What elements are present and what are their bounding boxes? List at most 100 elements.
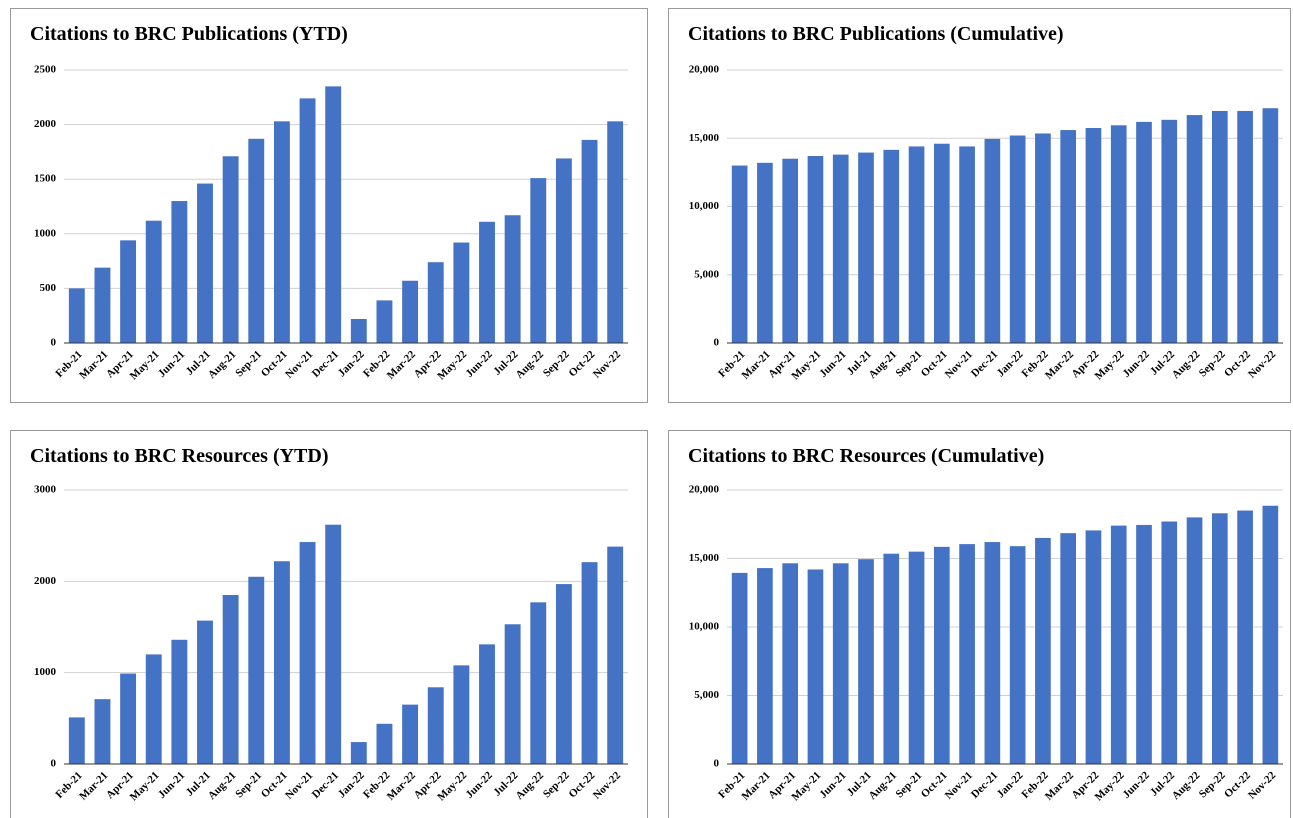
- bar: [757, 162, 773, 343]
- bar: [1060, 533, 1077, 764]
- bar: [1085, 128, 1102, 343]
- bar: [984, 138, 1001, 343]
- bar: [1136, 121, 1152, 344]
- chart-title: Citations to BRC Publications (YTD): [30, 23, 348, 45]
- bar: [832, 563, 849, 764]
- bar: [933, 546, 950, 764]
- y-tick-label: 5,000: [694, 689, 719, 701]
- bar: [402, 704, 419, 764]
- bar: [1262, 108, 1279, 343]
- bar: [1186, 517, 1203, 764]
- bar: [731, 572, 748, 764]
- y-tick-label: 1000: [34, 666, 57, 678]
- bar: [555, 584, 572, 764]
- y-tick-label: 10,000: [689, 200, 720, 212]
- bar: [479, 221, 495, 343]
- bar: [402, 280, 419, 343]
- y-tick-label: 10,000: [689, 621, 720, 633]
- bar: [1262, 505, 1279, 764]
- bar: [1009, 546, 1026, 764]
- bar: [427, 687, 444, 764]
- chart-title: Citations to BRC Publications (Cumulativ…: [688, 23, 1064, 45]
- bar: [504, 215, 521, 343]
- bar: [959, 146, 975, 343]
- bar: [858, 152, 874, 343]
- bar: [1035, 537, 1051, 764]
- bar: [222, 595, 239, 764]
- bar: [1186, 115, 1203, 343]
- bar: [1211, 110, 1228, 343]
- bar: [273, 561, 290, 764]
- y-tick-label: 2000: [34, 118, 57, 130]
- bar: [1110, 125, 1127, 343]
- y-tick-label: 15,000: [689, 552, 720, 564]
- bar: [171, 639, 188, 764]
- bar: [1161, 521, 1178, 764]
- bar: [530, 602, 547, 764]
- y-tick-label: 0: [714, 337, 720, 349]
- bar: [504, 624, 521, 764]
- bar: [883, 553, 900, 764]
- bar: [757, 568, 773, 764]
- bar: [94, 267, 111, 343]
- bar: [731, 165, 748, 343]
- bar: [581, 139, 598, 343]
- bar: [171, 201, 188, 343]
- y-tick-label: 0: [51, 337, 57, 349]
- bar: [453, 665, 470, 764]
- bar: [350, 318, 367, 343]
- bar: [908, 146, 925, 343]
- bar: [248, 138, 265, 343]
- y-tick-label: 15,000: [689, 132, 720, 144]
- bar: [299, 542, 316, 764]
- bar: [933, 143, 950, 343]
- bar: [782, 563, 799, 764]
- y-tick-label: 2500: [34, 64, 57, 76]
- bar: [883, 149, 900, 343]
- bar: [1035, 133, 1051, 343]
- y-tick-label: 0: [51, 758, 57, 770]
- bar: [607, 121, 624, 343]
- bar: [197, 620, 213, 764]
- bar: [858, 559, 874, 764]
- y-tick-label: 1500: [34, 173, 57, 185]
- bar: [350, 742, 367, 764]
- bar: [1060, 130, 1077, 343]
- y-tick-label: 0: [714, 758, 720, 770]
- bar: [145, 654, 162, 764]
- bar: [248, 576, 265, 764]
- bar: [1237, 110, 1253, 343]
- y-tick-label: 1000: [34, 227, 57, 239]
- bar: [1136, 524, 1152, 764]
- bar: [376, 723, 393, 764]
- bar: [908, 551, 925, 764]
- bar: [299, 98, 316, 343]
- bar: [1237, 510, 1253, 764]
- bar: [427, 262, 444, 343]
- bar: [325, 524, 342, 764]
- bar: [68, 717, 85, 764]
- y-tick-label: 20,000: [689, 64, 720, 76]
- bar: [959, 544, 975, 764]
- y-tick-label: 500: [40, 282, 57, 294]
- bar: [120, 240, 137, 343]
- bar: [376, 300, 393, 343]
- bar: [479, 644, 495, 764]
- y-tick-label: 5,000: [694, 268, 719, 280]
- bar: [984, 542, 1001, 764]
- bar: [807, 569, 824, 764]
- bar: [94, 699, 111, 764]
- y-tick-label: 3000: [34, 484, 57, 496]
- y-tick-label: 20,000: [689, 484, 720, 496]
- chart-title: Citations to BRC Resources (YTD): [30, 445, 329, 467]
- bar: [581, 562, 598, 764]
- bar: [782, 158, 799, 343]
- bar: [120, 673, 137, 764]
- bar: [1085, 530, 1102, 764]
- bar: [1110, 525, 1127, 764]
- bar: [555, 158, 572, 343]
- bar: [273, 121, 290, 343]
- chart-title: Citations to BRC Resources (Cumulative): [688, 445, 1044, 467]
- bar: [607, 546, 624, 764]
